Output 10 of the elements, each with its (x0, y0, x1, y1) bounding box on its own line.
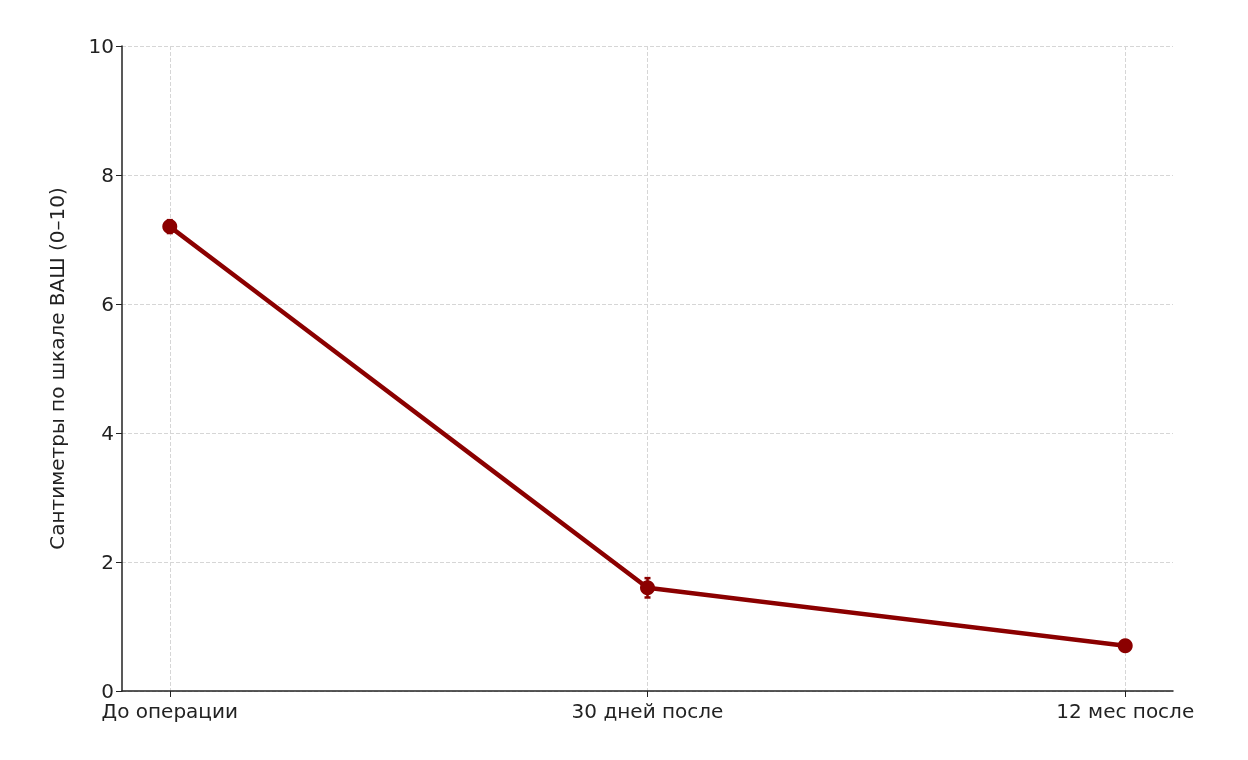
x-tick-label: 12 мес после (1056, 699, 1195, 723)
y-axis-title: Сантиметры по шкале ВАШ (0–10) (45, 187, 69, 550)
y-tick-label: 2 (101, 550, 114, 574)
y-tick-label: 8 (101, 163, 114, 187)
y-tick-label: 6 (101, 292, 114, 316)
point (1117, 638, 1133, 654)
y-tick-label: 10 (88, 34, 114, 58)
point (640, 580, 655, 596)
x-tick-label: 30 дней после (571, 699, 724, 723)
y-tick-label: 4 (101, 421, 114, 445)
